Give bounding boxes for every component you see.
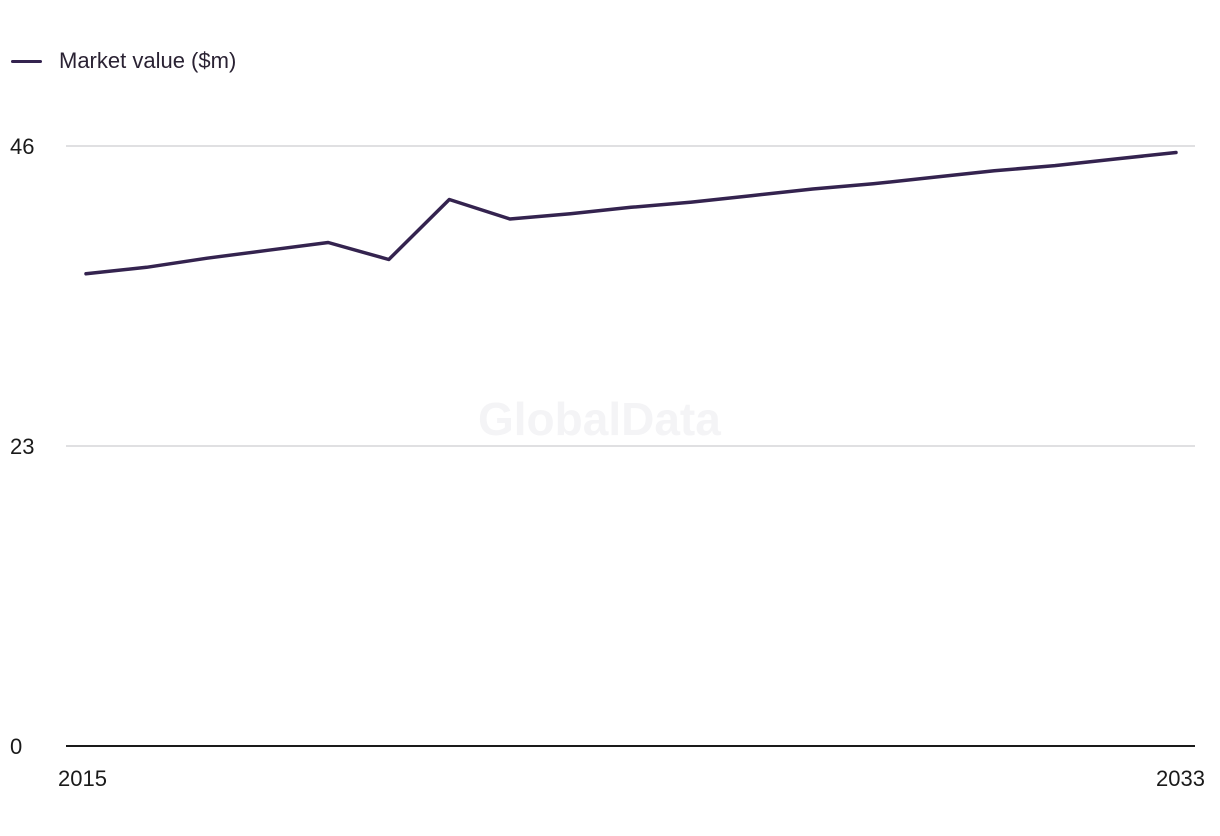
y-tick-label: 46 <box>10 134 34 159</box>
y-tick-label: 23 <box>10 434 34 459</box>
data-point-2017 <box>206 257 208 259</box>
data-point-2018 <box>267 249 269 251</box>
legend-swatch <box>11 60 42 63</box>
y-tick-label: 0 <box>10 734 22 759</box>
gridlines <box>66 145 1195 447</box>
data-point-2025 <box>691 201 693 203</box>
data-point-2016 <box>146 266 148 268</box>
data-point-2031 <box>1054 165 1056 167</box>
data-point-2033 <box>1175 152 1177 153</box>
data-point-2020 <box>388 259 390 260</box>
x-tick-label: 2015 <box>58 766 107 791</box>
data-point-2022 <box>509 218 511 220</box>
series-line-market-value <box>84 150 1178 276</box>
legend-label: Market value ($m) <box>59 48 237 73</box>
series-layer <box>84 150 1178 276</box>
x-axis-ticks: 2015 2033 <box>58 766 1205 791</box>
y-axis-ticks: 0 23 46 <box>10 134 34 759</box>
data-point-2024 <box>630 206 632 208</box>
data-point-2027 <box>812 188 814 190</box>
x-tick-label: 2033 <box>1156 766 1205 791</box>
data-point-2023 <box>569 213 571 215</box>
watermark-logo: GlobalData <box>478 393 721 445</box>
data-point-2026 <box>751 195 753 197</box>
data-point-2032 <box>1114 158 1116 160</box>
data-point-2019 <box>327 242 329 243</box>
data-point-2015 <box>85 273 87 275</box>
data-point-2030 <box>993 170 995 172</box>
data-point-2021 <box>448 199 450 200</box>
data-point-2029 <box>933 176 935 178</box>
data-point-2028 <box>872 183 874 185</box>
